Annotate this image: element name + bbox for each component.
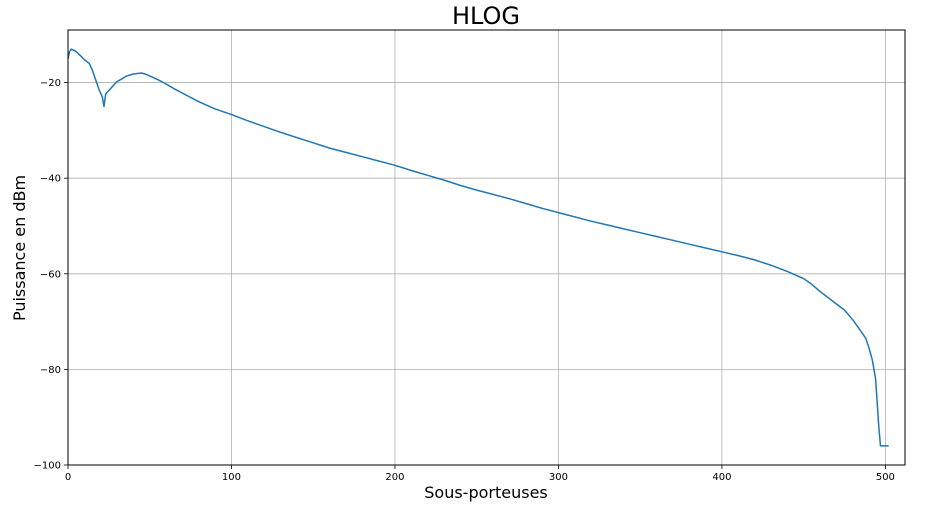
grid xyxy=(67,30,905,466)
y-tick-label: −20 xyxy=(40,78,61,89)
x-tick-label: 200 xyxy=(385,472,404,483)
x-tick-label: 500 xyxy=(876,472,895,483)
x-tick-label: 300 xyxy=(549,472,568,483)
y-tick-label: −60 xyxy=(40,269,61,280)
x-tick-label: 400 xyxy=(712,472,731,483)
x-tick-label: 0 xyxy=(65,472,71,483)
y-axis-label: Puissance en dBm xyxy=(10,175,29,321)
series-line xyxy=(67,48,889,447)
ticks: 0 100 200 300 400 500 −100 −80 −60 −40 −20 xyxy=(34,78,895,483)
y-tick-label: −100 xyxy=(34,461,61,472)
plot-frame xyxy=(67,29,906,466)
y-tick-label: −40 xyxy=(40,174,61,185)
x-tick-label: 100 xyxy=(222,472,241,483)
y-tick-label: −80 xyxy=(40,365,61,376)
x-axis-label: Sous-porteuses xyxy=(424,483,548,502)
chart-title: HLOG xyxy=(452,2,520,30)
